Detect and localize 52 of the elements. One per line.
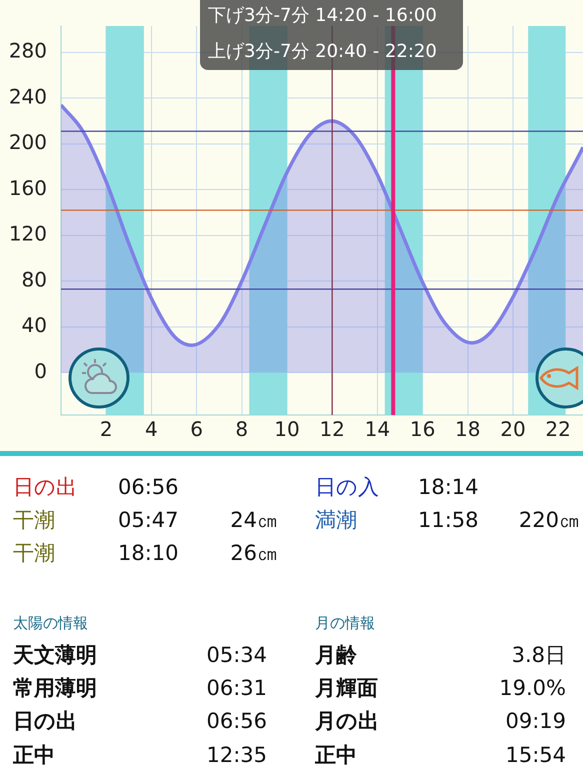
text: 3.8日: [512, 643, 566, 667]
text: 下げ3分-7分 14:20 - 16:00: [208, 4, 437, 28]
text: 日の入: [315, 475, 379, 499]
x-tick-label: 16: [410, 417, 436, 442]
text: 05:47: [118, 508, 179, 532]
text: 月輝面: [315, 676, 378, 700]
y-tick-label: 40: [22, 313, 47, 338]
y-tick-label: 240: [8, 84, 47, 108]
text: 常用薄明: [13, 676, 97, 700]
text: 干潮: [13, 541, 55, 565]
x-tick-label: 2: [100, 417, 113, 442]
y-tick-label: 80: [22, 267, 47, 292]
text: 220㎝: [518, 508, 580, 532]
x-tick-label: 14: [364, 417, 390, 442]
annotation: 上げ3分-7分 20:40 - 22:20: [208, 40, 437, 64]
text: 月の出: [315, 709, 379, 733]
text: 正中: [315, 743, 357, 767]
x-tick-label: 4: [145, 417, 158, 442]
text: 19.0%: [499, 676, 566, 700]
text: 06:56: [118, 475, 179, 499]
x-tick-label: 10: [274, 417, 300, 442]
y-tick-label: 120: [8, 222, 47, 246]
text: 18:14: [418, 475, 479, 499]
x-tick-label: 18: [455, 417, 480, 442]
text: 日の出: [13, 709, 77, 733]
text: 09:19: [505, 709, 566, 733]
text: 月の情報: [315, 613, 375, 634]
x-tick-label: 8: [235, 417, 248, 442]
x-tick-label: 6: [190, 417, 203, 442]
text: 12:35: [206, 743, 267, 767]
y-tick-label: 0: [34, 358, 47, 383]
text: 06:31: [206, 676, 267, 700]
text: 天文薄明: [13, 643, 97, 667]
text: 干潮: [13, 508, 55, 532]
x-tick-label: 20: [500, 417, 526, 442]
text: 24㎝: [230, 508, 278, 532]
x-tick-label: 12: [319, 417, 345, 442]
text: 06:56: [206, 709, 267, 733]
x-tick-label: 22: [545, 417, 571, 442]
text: 15:54: [505, 743, 566, 767]
text: 26㎝: [230, 541, 278, 565]
text: 05:34: [206, 643, 267, 667]
text: 月齢: [315, 643, 357, 667]
text: 11:58: [418, 508, 479, 532]
y-tick-label: 280: [8, 38, 47, 63]
y-tick-label: 160: [8, 176, 47, 200]
text: 18:10: [118, 541, 179, 565]
text: 太陽の情報: [13, 613, 88, 634]
text: 日の出: [13, 475, 77, 499]
y-tick-label: 200: [8, 130, 47, 154]
text: 正中: [13, 743, 55, 767]
text: 満潮: [315, 508, 357, 532]
